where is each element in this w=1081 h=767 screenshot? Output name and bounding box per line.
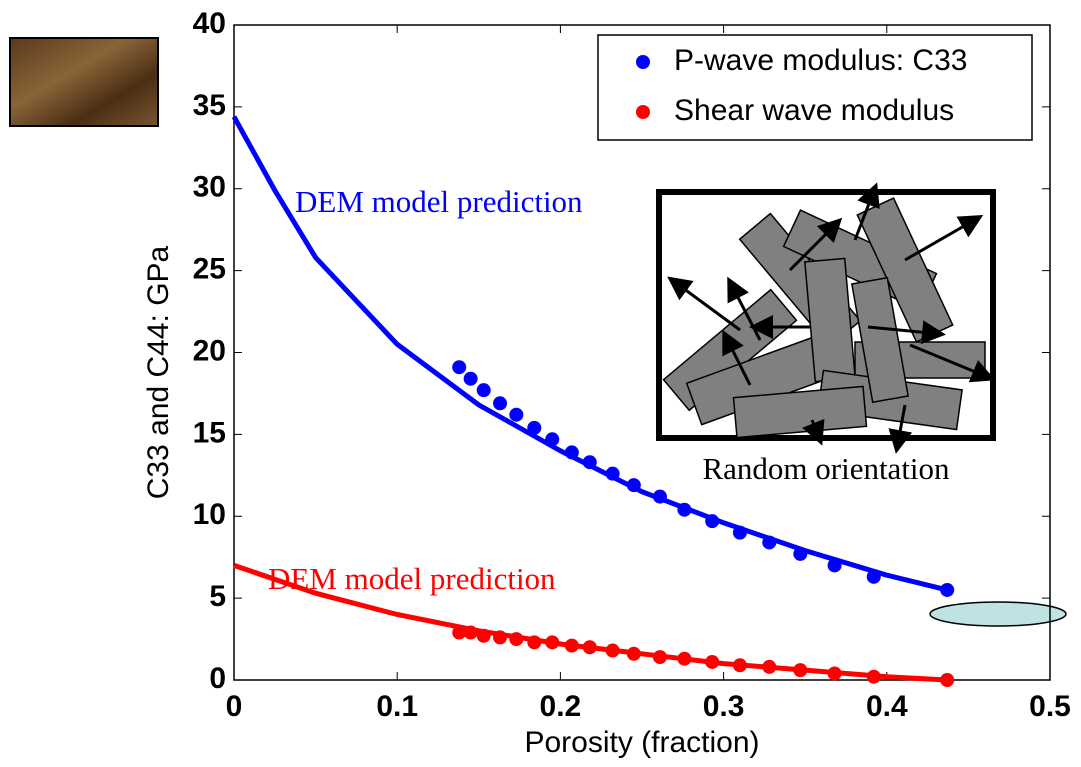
data-point bbox=[582, 455, 597, 470]
data-point bbox=[509, 407, 524, 422]
data-point bbox=[652, 489, 667, 504]
y-tick-label: 25 bbox=[193, 253, 226, 286]
data-point bbox=[732, 658, 747, 673]
data-point bbox=[476, 628, 491, 643]
data-point bbox=[493, 396, 508, 411]
data-point bbox=[452, 625, 467, 640]
data-point bbox=[545, 432, 560, 447]
x-tick-label: 0.4 bbox=[866, 690, 908, 723]
y-tick-label: 35 bbox=[193, 89, 226, 122]
rock-thumbnail bbox=[9, 37, 159, 127]
x-axis-label: Porosity (fraction) bbox=[524, 726, 759, 759]
y-axis-label: C33 and C44: GPa bbox=[142, 245, 175, 499]
legend-marker bbox=[636, 105, 650, 119]
inset-diagram bbox=[656, 182, 996, 454]
data-point bbox=[626, 478, 641, 493]
x-tick-label: 0.5 bbox=[1029, 690, 1071, 723]
data-point bbox=[545, 635, 560, 650]
data-point bbox=[677, 651, 692, 666]
legend-box bbox=[597, 34, 1033, 141]
data-point bbox=[762, 535, 777, 550]
data-point bbox=[527, 420, 542, 435]
data-point bbox=[493, 630, 508, 645]
y-tick-label: 10 bbox=[193, 498, 226, 531]
legend-label: P-wave modulus: C33 bbox=[674, 44, 967, 77]
data-point bbox=[866, 669, 881, 684]
data-point bbox=[705, 654, 720, 669]
data-point bbox=[866, 569, 881, 584]
legend-marker bbox=[636, 55, 650, 69]
data-point bbox=[564, 445, 579, 460]
ellipse-shape bbox=[929, 601, 1067, 627]
y-tick-label: 40 bbox=[193, 7, 226, 40]
data-point bbox=[564, 638, 579, 653]
data-point bbox=[527, 635, 542, 650]
y-tick-label: 30 bbox=[193, 171, 226, 204]
curve-annotation: DEM model prediction bbox=[268, 561, 556, 596]
data-point bbox=[732, 525, 747, 540]
data-point bbox=[463, 371, 478, 386]
y-tick-label: 0 bbox=[209, 662, 226, 695]
data-point bbox=[677, 502, 692, 517]
grains bbox=[662, 197, 986, 439]
x-tick-label: 0.2 bbox=[540, 690, 582, 723]
y-tick-label: 5 bbox=[209, 580, 226, 613]
data-point bbox=[793, 546, 808, 561]
data-point bbox=[509, 632, 524, 647]
curve-annotation: DEM model prediction bbox=[295, 184, 583, 219]
data-point bbox=[705, 514, 720, 529]
data-point bbox=[605, 643, 620, 658]
y-tick-label: 20 bbox=[193, 334, 226, 367]
x-tick-label: 0 bbox=[226, 690, 243, 723]
data-point bbox=[476, 383, 491, 398]
orientation-arrows bbox=[667, 182, 996, 454]
data-point bbox=[452, 360, 467, 375]
data-point bbox=[793, 663, 808, 678]
data-point bbox=[940, 582, 955, 597]
data-point bbox=[626, 646, 641, 661]
x-tick-label: 0.3 bbox=[703, 690, 745, 723]
inset-label: Random orientation bbox=[702, 451, 950, 486]
data-point bbox=[652, 650, 667, 665]
y-tick-label: 15 bbox=[193, 416, 226, 449]
data-point bbox=[762, 659, 777, 674]
data-point bbox=[463, 625, 478, 640]
data-point bbox=[582, 640, 597, 655]
data-point bbox=[605, 466, 620, 481]
data-point bbox=[940, 673, 955, 687]
data-point bbox=[827, 558, 842, 573]
data-point bbox=[827, 666, 842, 681]
model-curve bbox=[233, 563, 948, 683]
x-tick-label: 0.1 bbox=[376, 690, 418, 723]
legend-label: Shear wave modulus bbox=[674, 94, 954, 127]
